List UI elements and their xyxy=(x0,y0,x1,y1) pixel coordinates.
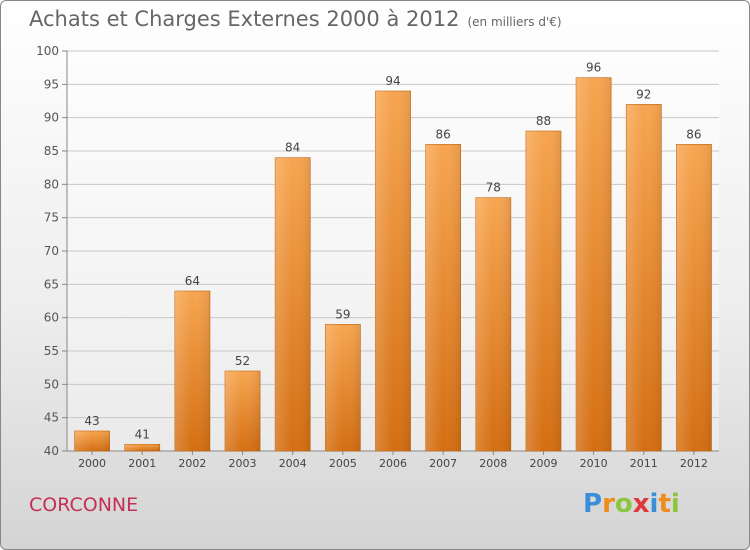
x-tick-label: 2005 xyxy=(329,457,357,470)
bar-value-label: 86 xyxy=(686,127,701,141)
bar-shine xyxy=(525,131,562,451)
logo-letter: x xyxy=(632,489,650,519)
x-tick-label: 2000 xyxy=(78,457,106,470)
bar-shine xyxy=(275,157,311,451)
y-tick-label: 95 xyxy=(44,77,59,91)
x-tick-label: 2001 xyxy=(128,457,156,470)
x-tick-label: 2007 xyxy=(429,457,457,470)
bar-shine xyxy=(626,104,662,451)
bar-value-label: 52 xyxy=(235,354,250,368)
y-tick-label: 50 xyxy=(44,377,59,391)
logo-letter: i xyxy=(670,489,680,519)
y-tick-label: 65 xyxy=(44,277,59,291)
y-tick-label: 40 xyxy=(44,444,59,458)
y-tick-label: 75 xyxy=(44,211,59,225)
y-tick-label: 80 xyxy=(44,177,59,191)
bar-value-label: 64 xyxy=(185,274,200,288)
chart-title-text: Achats et Charges Externes 2000 à 2012 xyxy=(29,7,460,31)
y-tick-label: 85 xyxy=(44,144,59,158)
y-tick-label: 45 xyxy=(44,411,59,425)
bar-value-label: 78 xyxy=(486,181,501,195)
bar-value-label: 92 xyxy=(636,87,651,101)
x-tick-label: 2002 xyxy=(178,457,206,470)
x-tick-label: 2003 xyxy=(229,457,257,470)
logo-letter: t xyxy=(658,489,671,519)
bar-shine xyxy=(475,197,511,451)
x-tick-label: 2006 xyxy=(379,457,407,470)
y-tick-label: 90 xyxy=(44,111,59,125)
y-tick-label: 100 xyxy=(36,44,59,58)
x-tick-label: 2009 xyxy=(529,457,557,470)
x-tick-label: 2010 xyxy=(580,457,608,470)
bar-value-label: 86 xyxy=(436,127,451,141)
bar-shine xyxy=(576,77,612,452)
logo-letter: o xyxy=(614,489,633,519)
bar-shine xyxy=(174,291,210,451)
chart-title: Achats et Charges Externes 2000 à 2012 (e… xyxy=(29,7,562,31)
bar-value-label: 94 xyxy=(385,74,400,88)
bar-value-label: 59 xyxy=(335,307,350,321)
bar-value-label: 88 xyxy=(536,114,551,128)
bar-value-label: 41 xyxy=(135,427,150,441)
logo-letter: i xyxy=(649,489,659,519)
bar-shine xyxy=(74,431,110,451)
bar-shine xyxy=(224,371,261,451)
bar-shine xyxy=(325,324,361,451)
chart-subtitle: (en milliers d'€) xyxy=(467,15,562,29)
bar-shine xyxy=(425,144,461,452)
x-tick-label: 2004 xyxy=(279,457,307,470)
y-tick-label: 70 xyxy=(44,244,59,258)
bar-value-label: 43 xyxy=(84,414,99,428)
commune-name: CORCONNE xyxy=(29,494,139,516)
x-tick-label: 2008 xyxy=(479,457,507,470)
y-tick-label: 60 xyxy=(44,311,59,325)
bar-shine xyxy=(676,144,712,452)
bar-shine xyxy=(375,91,411,451)
bar-shine xyxy=(124,444,160,451)
x-tick-label: 2012 xyxy=(680,457,708,470)
logo-letter: P xyxy=(583,489,603,519)
proxiti-logo: Proxiti xyxy=(583,489,680,519)
x-tick-label: 2011 xyxy=(630,457,658,470)
y-tick-label: 55 xyxy=(44,344,59,358)
logo-letter: r xyxy=(602,489,615,519)
bar-value-label: 84 xyxy=(285,141,300,155)
bar-value-label: 96 xyxy=(586,61,601,75)
